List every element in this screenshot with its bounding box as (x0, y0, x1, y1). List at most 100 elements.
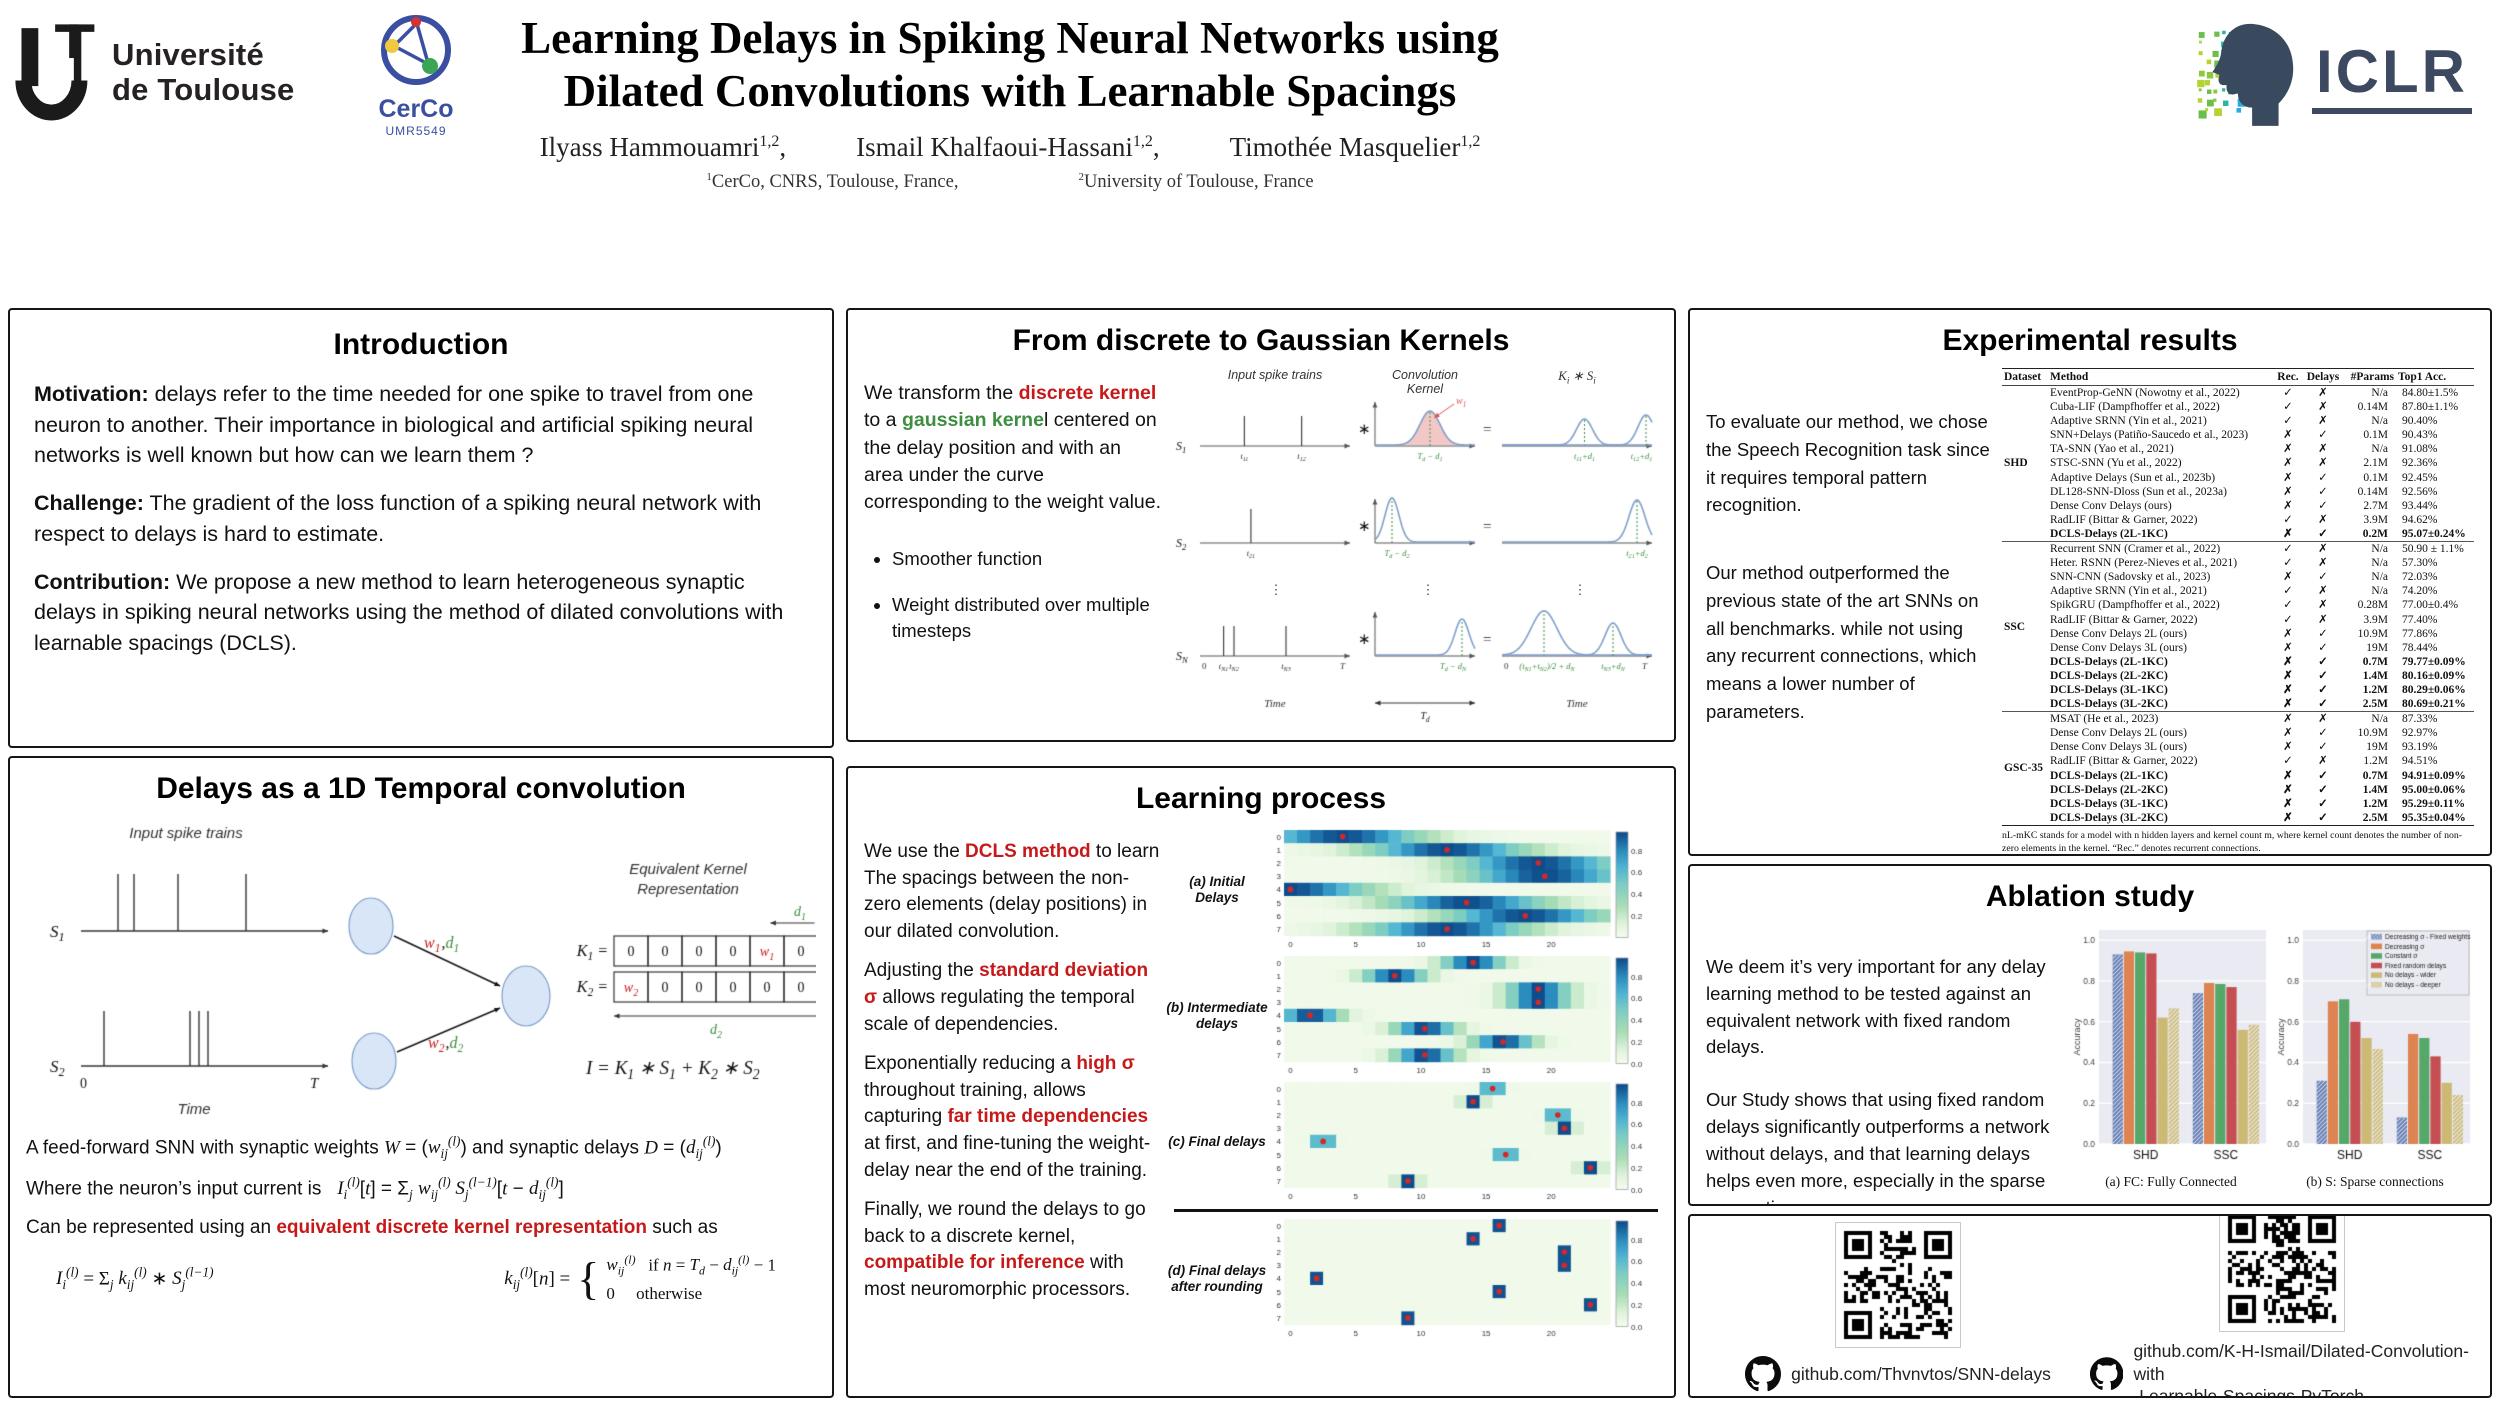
delays-cell: ✗ (2318, 513, 2328, 526)
delays-cell: ✓ (2318, 683, 2328, 696)
authors: Ilyass Hammouamri1,2, Ismail Khalfaoui-H… (420, 132, 1600, 163)
results-title: Experimental results (1942, 324, 2238, 357)
acc-cell: 95.00±0.06% (2402, 783, 2466, 796)
rec-cell: ✗ (2283, 741, 2293, 754)
rec-cell: ✓ (2283, 401, 2293, 414)
acc-cell: 90.40% (2402, 415, 2438, 428)
table-row: Adaptive SRNN (Yin et al., 2021) ✓ ✗ N/a 90.… (2002, 414, 2474, 428)
acc-cell: 93.19% (2402, 741, 2438, 754)
ablation-p2: Our Study shows that using fixed random … (1706, 1089, 2050, 1204)
delays-cell: ✓ (2318, 429, 2328, 442)
rec-cell: ✗ (2283, 783, 2293, 796)
params-cell: 2.1M (2363, 457, 2388, 470)
acc-cell: 50.90 ± 1.1% (2396, 541, 2474, 557)
heatmap-row-1: (b) Intermediate delays (1166, 954, 1658, 1078)
results-body: To evaluate our method, we chose the Spe… (1706, 368, 2474, 854)
rec-cell: ✗ (2283, 527, 2293, 540)
gaussian-body: We transform the discrete kernel to a ga… (864, 368, 1658, 730)
table-body: SHD EventProp-GeNN (Nowotny et al., 2022)… (2002, 384, 2474, 826)
introduction-title: Introduction (333, 328, 509, 361)
params-cell: 10.9M (2357, 727, 2388, 740)
params-cell: N/a (2371, 557, 2388, 570)
heatmap-row-2: (c) Final delays (1166, 1080, 1658, 1204)
method-cell: Dense Conv Delays 2L (ours) (2050, 627, 2187, 640)
acc-cell: 77.40% (2402, 613, 2438, 626)
acc-cell: 72.03% (2402, 571, 2438, 584)
gaussian-row-0 (1170, 388, 1656, 480)
rec-cell: ✓ (2283, 557, 2293, 570)
rec-cell: ✓ (2274, 385, 2302, 401)
gaussian-figure: Input spike trains Convolution Kernel Ki ∗… (1170, 368, 1658, 730)
results-table: Dataset Method Rec. Delays #Params Top1 Acc. S… (2002, 368, 2474, 826)
header-ki-si: Ki ∗ Si (1558, 368, 1596, 386)
method-cell: Adaptive Delays (Sun et al., 2023b) (2050, 471, 2216, 484)
method-cell: DL128-SNN-Dloss (Sun et al., 2023a) (2050, 485, 2227, 498)
rec-cell: ✗ (2283, 627, 2293, 640)
params-cell: 2.5M (2362, 698, 2388, 711)
acc-cell: 74.20% (2402, 585, 2438, 598)
rec-cell: ✗ (2283, 485, 2293, 498)
acc-cell: 80.69±0.21% (2402, 698, 2466, 711)
code-link-2: github.com/K-H-Ismail/Dilated-Convolutio… (2090, 1216, 2474, 1396)
snn-weights-text: A feed-forward SNN with synaptic weights… (26, 1134, 722, 1162)
ablation-charts: (a) FC: Fully Connected (b) S: Sparse con… (2060, 924, 2474, 1204)
heatmap-row-0: (a) Initial Delays (1166, 828, 1658, 952)
gaussian-row-2 (1170, 598, 1656, 690)
intro-contribution: Contribution: We propose a new method to… (34, 569, 784, 656)
rec-cell: ✗ (2283, 769, 2293, 782)
table-header-row: Dataset Method Rec. Delays #Params Top1 Acc. (2002, 368, 2474, 386)
gaussian-bullets: Smoother function Weight distributed ove… (870, 546, 1164, 644)
table-row: Dense Conv Delays 2L (ours) ✗ ✓ 10.9M 92.97% (2002, 726, 2474, 740)
rec-cell: ✗ (2283, 683, 2293, 696)
ablation-chart-fc: (a) FC: Fully Connected (2072, 924, 2270, 1204)
acc-cell: 84.80±1.5% (2396, 385, 2474, 401)
cerco-logo-icon (381, 15, 451, 85)
rec-cell: ✗ (2283, 429, 2293, 442)
table-head: Dataset Method Rec. Delays #Params Top1 Acc. (2002, 368, 2474, 386)
table-row: Dense Conv Delays 2L (ours) ✗ ✓ 10.9M 77.86% (2002, 627, 2474, 641)
column-middle: From discrete to Gaussian Kernels We tra… (846, 308, 1676, 1398)
params-cell: 2.7M (2363, 499, 2388, 512)
delays-cell: ✗ (2318, 457, 2328, 470)
dataset-label: SSC (2002, 541, 2048, 712)
params-cell: 1.4M (2362, 669, 2388, 682)
affiliation-1: 1CerCo, CNRS, Toulouse, France, (706, 171, 959, 193)
column-header: #Params (2344, 368, 2396, 386)
table-row: DCLS-Delays (2L-2KC) ✗ ✓ 1.4M 80.16±0.09% (2002, 669, 2474, 683)
dots-icon: ⋮ (1269, 582, 1283, 597)
method-cell: RadLIF (Bittar & Garner, 2022) (2050, 513, 2198, 526)
delays-cell: ✗ (2318, 599, 2328, 612)
rec-cell: ✓ (2283, 513, 2293, 526)
delays-cell: ✗ (2302, 385, 2344, 401)
table-row: SNN+Delays (Patiño-Saucedo et al., 2023)… (2002, 428, 2474, 442)
rec-cell: ✗ (2283, 499, 2293, 512)
delays-cell: ✗ (2318, 557, 2328, 570)
delays-cell: ✓ (2318, 485, 2328, 498)
table-row: Heter. RSNN (Perez-Nieves et al., 2021) ✓… (2002, 556, 2474, 570)
acc-cell: 91.08% (2402, 443, 2438, 456)
kernel-cases-formula: kij(l)[n] = { wij(l) if n = Td − dij(l) … (504, 1252, 776, 1306)
method-cell: Recurrent SNN (Cramer et al., 2022) (2048, 541, 2274, 557)
acc-cell: 94.51% (2402, 755, 2438, 768)
gaussian-figure-footer (1170, 695, 1656, 725)
table-row: DCLS-Delays (2L-1KC) ✗ ✓ 0.2M 95.07±0.24% (2002, 527, 2474, 542)
chart-caption: (b) S: Sparse connections (2306, 1174, 2444, 1189)
github-icon (2090, 1357, 2124, 1390)
acc-cell: 94.91±0.09% (2402, 769, 2466, 782)
rec-cell: ✗ (2283, 669, 2293, 682)
dataset-label: SHD (2002, 384, 2048, 542)
acc-cell: 77.86% (2402, 627, 2438, 640)
method-cell: Dense Conv Delays 3L (ours) (2050, 741, 2187, 754)
acc-cell: 95.07±0.24% (2402, 527, 2466, 540)
title-line2: Dilated Convolutions with Learnable Spac… (563, 66, 1457, 117)
method-cell: Dense Conv Delays 3L (ours) (2050, 641, 2187, 654)
method-cell: Dense Conv Delays (ours) (2050, 499, 2172, 512)
iclr-text: ICLR (2312, 37, 2472, 114)
delays-cell: ✓ (2318, 641, 2328, 654)
table-row: DCLS-Delays (3L-1KC) ✗ ✓ 1.2M 80.29±0.06% (2002, 683, 2474, 697)
heatmap-label: (c) Final delays (1168, 1133, 1266, 1149)
panel-introduction: Introduction Motivation: delays refer to… (8, 308, 834, 748)
column-right: Experimental results To evaluate our met… (1688, 308, 2492, 1398)
ablation-title: Ablation study (1985, 880, 2195, 913)
